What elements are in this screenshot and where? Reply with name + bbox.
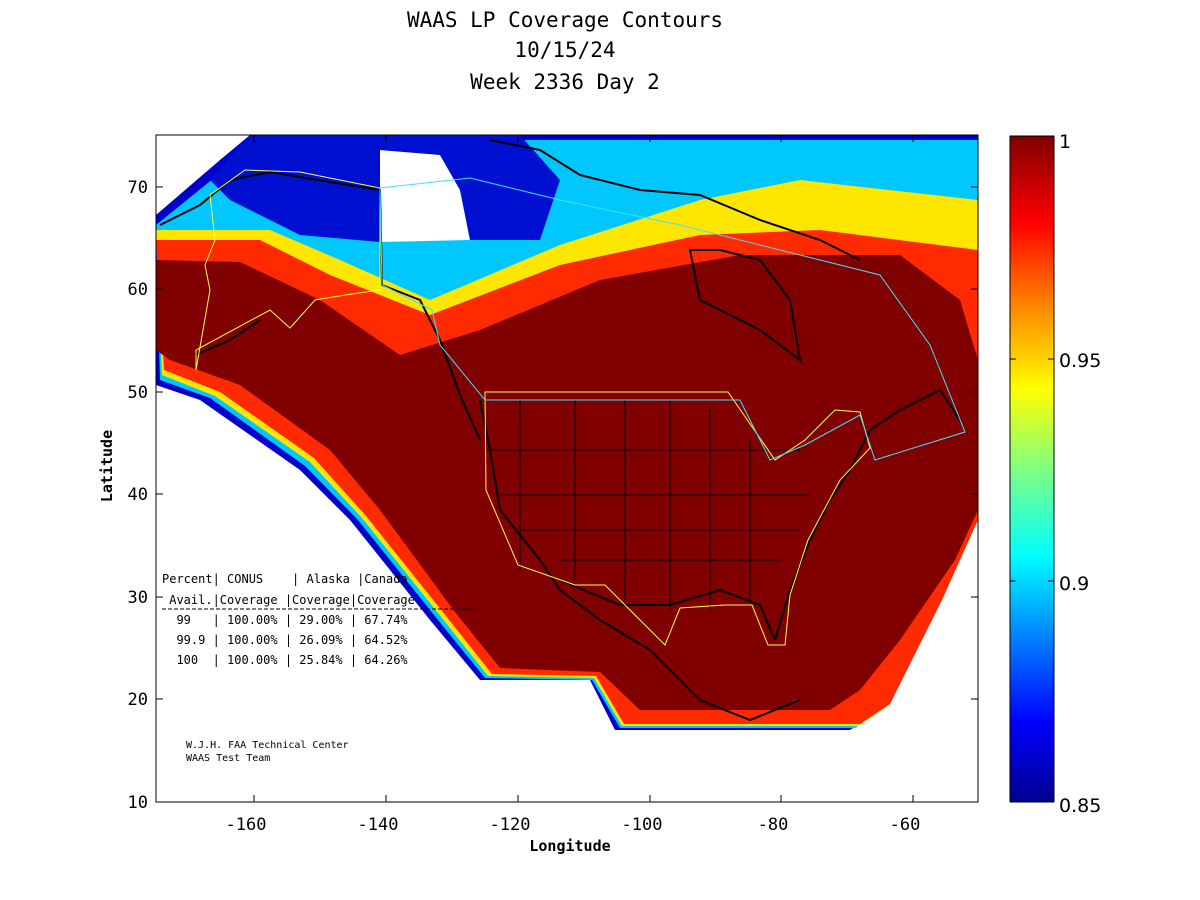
conus-boundary <box>484 391 871 646</box>
coverage-contours <box>156 135 978 802</box>
aleutians <box>194 319 261 356</box>
chart-title: WAAS LP Coverage Contours <box>406 8 724 32</box>
gulf-coast <box>559 579 776 641</box>
y-tick-label: 50 <box>128 383 148 403</box>
colorbar-tick-label: 1 <box>1059 131 1071 153</box>
y-tick-label: 10 <box>128 793 148 813</box>
stats-row: 100 | 100.00% | 25.84% | 64.26% <box>162 653 408 667</box>
y-tick-label: 20 <box>128 690 148 710</box>
y-tick-label: 70 <box>128 178 148 198</box>
colorbar-ticks <box>1010 358 1054 582</box>
no-coverage-zone <box>380 145 470 242</box>
arctic-islands <box>489 139 861 261</box>
colorbar <box>1009 135 1055 803</box>
x-tick-label: -140 <box>358 815 399 835</box>
coverage-band-darkblue <box>210 135 560 242</box>
stats-header-1: Percent| CONUS | Alaska |Canada <box>162 572 408 586</box>
stats-row: 99 | 100.00% | 29.00% | 67.74% <box>162 613 408 627</box>
x-axis-label: Longitude <box>529 837 610 855</box>
pacific-coast <box>479 399 801 722</box>
chart-date: 10/15/24 <box>514 38 616 62</box>
colorbar-tick-label: 0.95 <box>1059 350 1101 372</box>
stats-header-2: Avail.|Coverage |Coverage|Coverage <box>162 593 415 607</box>
y-tick-label: 40 <box>128 485 148 505</box>
x-tick-label: -100 <box>622 815 663 835</box>
y-tick-label: 30 <box>128 588 148 608</box>
x-tick-label: -80 <box>758 815 789 835</box>
y-axis-label: Latitude <box>98 430 116 502</box>
y-tick-label: 60 <box>128 280 148 300</box>
x-tick-label: -60 <box>890 815 921 835</box>
colorbar-tick-label: 0.9 <box>1059 573 1089 595</box>
coverage-band-full <box>156 255 978 710</box>
chart-week-day: Week 2336 Day 2 <box>470 70 660 94</box>
x-tick-label: -120 <box>490 815 531 835</box>
stats-table: Percent| CONUS | Alaska |Canada Avail.|C… <box>162 572 475 667</box>
canada-boundary <box>379 177 966 461</box>
x-tick-label: -160 <box>226 815 267 835</box>
colorbar-tick-label: 0.85 <box>1059 795 1101 817</box>
credit-line-2: WAAS Test Team <box>186 753 270 764</box>
stats-row: 99.9 | 100.00% | 26.09% | 64.52% <box>162 633 408 647</box>
credit-line-1: W.J.H. FAA Technical Center <box>186 740 349 751</box>
hudson-bay <box>688 249 802 363</box>
plot-frame <box>155 134 979 803</box>
axis-ticks <box>156 135 978 803</box>
